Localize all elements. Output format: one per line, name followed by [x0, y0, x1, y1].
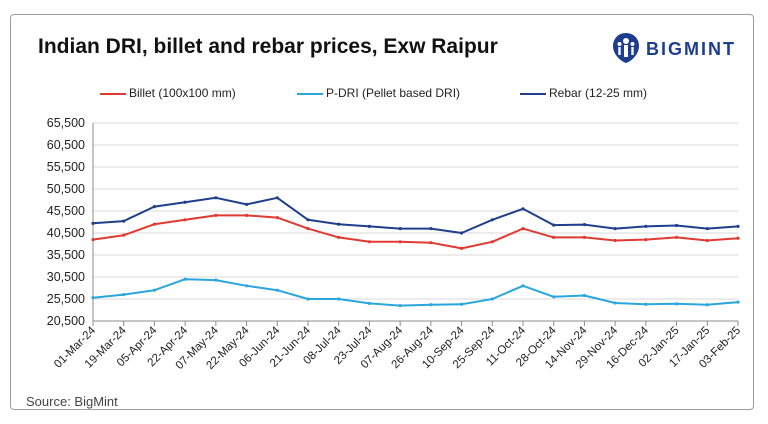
data-point-rebar — [367, 224, 372, 228]
brand-logo: BIGMINT — [612, 30, 752, 66]
data-point-billet — [552, 235, 556, 239]
data-point-pdri — [306, 297, 310, 301]
data-point-rebar — [459, 231, 464, 235]
data-point-pdri — [91, 296, 95, 300]
data-point-rebar — [582, 223, 587, 227]
data-point-pdri — [152, 288, 157, 292]
data-point-pdri — [214, 278, 218, 282]
data-point-billet — [521, 227, 525, 231]
data-point-pdri — [398, 304, 402, 308]
data-point-pdri — [244, 284, 249, 288]
y-tick-label: 45,500 — [47, 204, 85, 218]
data-point-billet — [674, 235, 679, 239]
legend-swatch-billet — [100, 92, 126, 95]
chart-title: Indian DRI, billet and rebar prices, Exw… — [38, 35, 498, 58]
data-point-billet — [91, 238, 95, 242]
legend-label-rebar: Rebar (12-25 mm) — [549, 86, 648, 100]
data-point-pdri — [459, 302, 464, 306]
data-point-billet — [429, 241, 433, 245]
data-point-billet — [183, 218, 187, 222]
source-note: Source: BigMint — [26, 394, 118, 409]
data-point-billet — [244, 213, 249, 217]
y-tick-label: 25,500 — [47, 292, 85, 306]
data-point-rebar — [306, 218, 310, 222]
data-point-rebar — [91, 221, 95, 225]
bigmint-logo-icon — [613, 33, 639, 63]
y-tick-label: 65,500 — [47, 116, 85, 130]
data-point-rebar — [398, 227, 402, 231]
data-point-pdri — [429, 303, 433, 307]
data-point-rebar — [152, 205, 157, 209]
data-point-billet — [337, 235, 341, 239]
data-point-billet — [152, 222, 157, 226]
y-tick-label: 55,500 — [47, 160, 85, 174]
data-point-pdri — [613, 301, 617, 305]
data-point-billet — [736, 236, 740, 240]
data-point-pdri — [521, 284, 525, 288]
data-point-billet — [367, 240, 372, 244]
data-point-billet — [490, 240, 494, 244]
data-point-pdri — [582, 293, 587, 298]
data-point-billet — [214, 213, 218, 217]
y-tick-label: 60,500 — [47, 138, 85, 152]
data-point-pdri — [552, 295, 556, 299]
series-line-pdri — [92, 278, 739, 307]
data-point-billet — [459, 246, 464, 250]
data-point-rebar — [521, 207, 525, 211]
y-tick-label: 40,500 — [47, 226, 85, 240]
data-point-pdri — [736, 300, 740, 304]
y-tick-label: 50,500 — [47, 182, 85, 196]
legend-label-pdri: P-DRI (Pellet based DRI) — [326, 86, 461, 100]
data-point-billet — [582, 235, 587, 239]
legend-swatch-pdri — [297, 92, 323, 95]
data-point-rebar — [552, 223, 556, 227]
series-line-billet — [92, 214, 739, 250]
data-point-pdri — [644, 302, 648, 306]
legend-swatch-rebar — [520, 92, 546, 95]
data-point-billet — [306, 227, 310, 231]
data-point-pdri — [275, 288, 279, 292]
legend-item-rebar: Rebar (12-25 mm) — [520, 86, 647, 102]
data-point-rebar — [644, 224, 648, 228]
data-point-pdri — [122, 293, 126, 297]
data-point-rebar — [122, 219, 126, 223]
chart-frame — [10, 14, 754, 410]
y-tick-label: 20,500 — [47, 314, 85, 328]
data-point-billet — [398, 240, 402, 244]
data-point-rebar — [490, 218, 494, 222]
data-point-rebar — [429, 227, 433, 231]
data-point-pdri — [367, 301, 372, 305]
data-point-rebar — [736, 224, 740, 228]
data-point-rebar — [705, 227, 709, 231]
data-point-rebar — [275, 196, 279, 200]
data-point-billet — [644, 238, 648, 242]
data-point-rebar — [674, 223, 679, 228]
y-tick-label: 35,500 — [47, 248, 85, 262]
data-point-rebar — [613, 227, 617, 231]
data-point-billet — [613, 238, 617, 243]
data-point-billet — [122, 233, 126, 237]
data-point-pdri — [337, 297, 341, 301]
legend-label-billet: Billet (100x100 mm) — [129, 86, 236, 100]
data-point-rebar — [337, 222, 341, 226]
legend-item-billet: Billet (100x100 mm) — [100, 86, 236, 102]
series-line-rebar — [92, 196, 739, 234]
data-point-pdri — [705, 303, 709, 307]
data-point-rebar — [244, 202, 249, 206]
data-point-billet — [275, 216, 279, 220]
legend-item-pdri: P-DRI (Pellet based DRI) — [297, 86, 460, 102]
data-point-pdri — [183, 277, 187, 281]
data-point-pdri — [490, 297, 494, 301]
data-point-pdri — [674, 302, 679, 306]
y-tick-label: 30,500 — [47, 270, 85, 284]
brand-logo-text: BIGMINT — [646, 39, 736, 59]
data-point-billet — [705, 238, 709, 243]
data-point-rebar — [214, 196, 218, 200]
data-point-rebar — [183, 200, 187, 204]
